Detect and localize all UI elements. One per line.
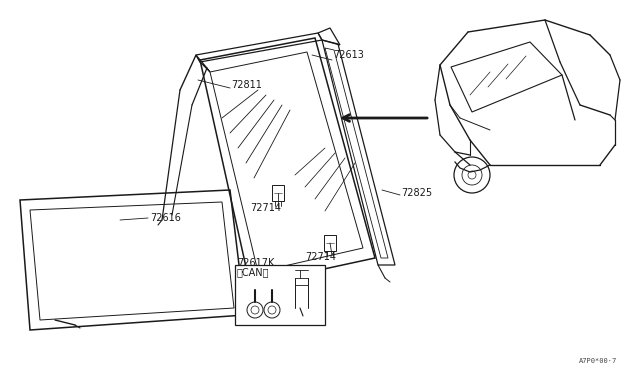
Bar (235, 265, 325, 325)
Text: 72811: 72811 (231, 80, 262, 90)
Text: 72825: 72825 (401, 188, 432, 198)
Text: 72616: 72616 (150, 213, 181, 223)
Text: 72714: 72714 (305, 252, 336, 262)
Text: A7P0*00·7: A7P0*00·7 (579, 358, 617, 364)
Text: 72714: 72714 (250, 203, 281, 213)
Text: 72613: 72613 (333, 50, 364, 60)
Text: （CAN）: （CAN） (237, 267, 269, 277)
Text: 72617K: 72617K (237, 258, 275, 268)
